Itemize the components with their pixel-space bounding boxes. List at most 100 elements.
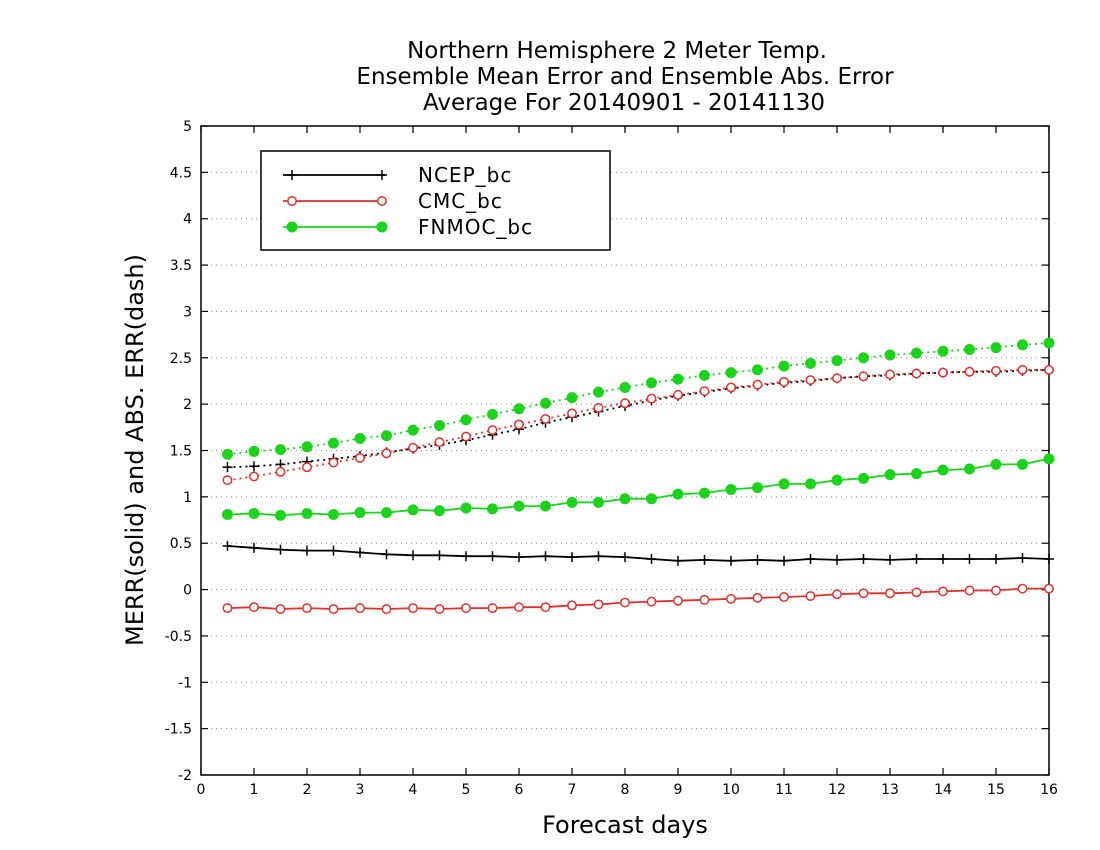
cmc-bc-abs-err-point [805,375,816,385]
legend-label-ncep-bc: NCEP_bc [418,163,512,187]
cmc-bc-abs-err-point [858,371,869,382]
cmc-bc-merr-point [567,600,577,611]
y-tick-label: 2 [183,397,192,413]
fnmoc-bc-merr-point [328,508,339,520]
y-tick-label: 3.5 [170,258,192,274]
cmc-bc-merr-point [487,603,498,614]
ncep-bc-abs-err-point [222,462,233,473]
y-tick-label: -1.5 [165,722,192,738]
fnmoc-bc-merr-line [227,457,1050,517]
cmc-bc-abs-err-point [832,373,842,384]
x-tick-label: 3 [356,782,365,798]
y-tick-label: -0.5 [165,629,192,645]
fnmoc-bc-abs-err-point [672,373,684,385]
fnmoc-bc-abs-err-point [328,437,339,449]
cmc-bc-merr-point [964,585,975,596]
fnmoc-bc-merr-point [725,483,737,495]
x-tick-label: 16 [1040,782,1058,798]
x-tick-label: 0 [197,782,206,798]
y-tick-label: -2 [178,768,192,784]
cmc-bc-merr-point [991,585,1001,596]
fnmoc-bc-abs-err-point [407,424,419,436]
ncep-bc-merr-point [487,551,498,562]
cmc-bc-merr-point [593,599,604,610]
fnmoc-bc-merr-point [778,478,790,490]
cmc-bc-merr-point [1017,583,1028,594]
fnmoc-bc-abs-err-point [434,419,445,431]
legend-marker-end [377,170,387,180]
fnmoc-bc-merr-point [354,507,366,519]
fnmoc-bc-abs-err-point [540,397,551,409]
fnmoc-bc-abs-err-point [831,355,843,367]
ncep-bc-merr-point [779,555,789,566]
cmc-bc-merr-point [938,586,948,597]
fnmoc-bc-abs-err-point [964,343,975,355]
grid-lines [201,171,1049,730]
fnmoc-bc-abs-err-point [354,432,366,444]
ncep-bc-merr-point [249,542,259,553]
ncep-bc-merr-point [408,550,418,561]
ncep-bc-merr-point [885,554,895,565]
ncep-bc-merr-point [302,545,312,556]
ncep-bc-merr-point [514,552,524,563]
legend-label-cmc-bc: CMC_bc [418,189,503,213]
fnmoc-bc-abs-err-point [566,392,578,404]
cmc-bc-abs-err-point [620,398,630,409]
fnmoc-bc-abs-err-point [1043,337,1055,349]
ncep-bc-merr-point [381,549,392,560]
fnmoc-bc-merr-point [407,504,419,516]
cmc-bc-merr-point [620,597,630,608]
cmc-bc-merr-point [540,602,551,613]
ncep-bc-merr-point [726,555,736,566]
cmc-bc-abs-err-point [461,431,471,442]
fnmoc-bc-merr-point [1043,453,1055,465]
cmc-bc-abs-err-point [1017,364,1028,375]
fnmoc-bc-abs-err-line [227,342,1050,456]
ncep-bc-merr-point [699,554,710,565]
cmc-bc-merr-point [249,602,259,613]
ncep-bc-merr-point [964,553,975,564]
fnmoc-bc-abs-err-point [593,386,604,398]
chart-title-line-3: Average For 20140901 - 20141130 [423,90,825,116]
fnmoc-bc-merr-point [937,464,949,476]
cmc-bc-merr-line [227,587,1049,610]
ncep-bc-merr-point [858,553,869,564]
cmc-bc-abs-err-point [991,365,1001,376]
fnmoc-bc-abs-err-point [752,364,763,376]
ncep-bc-merr-point [275,544,286,555]
fnmoc-bc-merr-point [858,472,869,484]
axis-ticks [200,125,1050,776]
cmc-bc-abs-err-point [222,475,233,486]
ncep-bc-merr-point [1017,553,1028,564]
cmc-bc-abs-err-point [540,414,551,424]
cmc-bc-merr-point [726,593,736,604]
cmc-bc-abs-err-point [673,389,683,400]
cmc-bc-abs-err-point [434,437,445,448]
cmc-bc-abs-err-line [227,368,1049,482]
y-tick-label: 3 [183,304,192,320]
fnmoc-bc-abs-err-point [646,377,657,389]
ncep-bc-merr-point [938,553,948,564]
cmc-bc-merr-point [381,604,392,614]
legend-item-fnmoc-bc: FNMOC_bc [283,215,532,239]
cmc-bc-abs-err-point [302,462,312,473]
cmc-bc-abs-err-point [964,366,975,377]
fnmoc-bc-abs-err-point [699,369,710,381]
legend-item-ncep-bc: NCEP_bc [283,163,512,187]
cmc-bc-merr-point [355,603,365,614]
cmc-bc-merr-point [434,604,445,614]
cmc-bc-abs-err-point [381,448,392,459]
fnmoc-bc-abs-err-point [725,367,737,379]
legend-marker-end [377,196,387,206]
fnmoc-bc-abs-err-point [460,414,472,426]
fnmoc-bc-merr-point [699,487,710,499]
cmc-bc-abs-err-point [249,471,259,482]
x-tick-label: 10 [722,782,740,798]
ncep-bc-merr-point [328,545,339,556]
fnmoc-bc-abs-err-point [805,357,816,369]
cmc-bc-merr-point [646,596,657,607]
cmc-bc-abs-err-point [355,452,365,463]
ncep-bc-merr-point [434,550,445,561]
chart-title: Northern Hemisphere 2 Meter Temp. Ensemb… [356,38,894,116]
